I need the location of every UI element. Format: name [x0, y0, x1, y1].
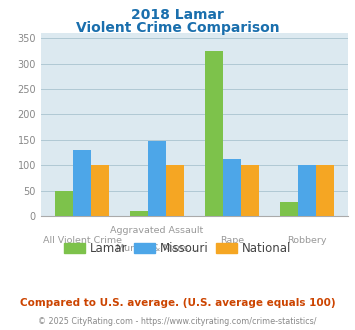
Bar [280, 202, 298, 216]
Text: Aggravated Assault: Aggravated Assault [110, 226, 203, 235]
Text: Murder & Mans...: Murder & Mans... [116, 244, 197, 253]
Text: Robbery: Robbery [287, 236, 327, 245]
Text: 2018 Lamar: 2018 Lamar [131, 8, 224, 22]
Text: Rape: Rape [220, 236, 244, 245]
Bar [73, 150, 91, 216]
Text: All Violent Crime: All Violent Crime [43, 236, 121, 245]
Bar [148, 141, 166, 216]
Bar [91, 165, 109, 216]
Bar [166, 165, 184, 216]
Bar [55, 191, 73, 216]
Text: Violent Crime Comparison: Violent Crime Comparison [76, 21, 279, 35]
Bar [223, 159, 241, 216]
Bar [205, 51, 223, 216]
Legend: Lamar, Missouri, National: Lamar, Missouri, National [59, 237, 296, 260]
Bar [298, 165, 316, 216]
Bar [316, 165, 334, 216]
Text: © 2025 CityRating.com - https://www.cityrating.com/crime-statistics/: © 2025 CityRating.com - https://www.city… [38, 317, 317, 326]
Bar [130, 211, 148, 216]
Bar [241, 165, 259, 216]
Text: Compared to U.S. average. (U.S. average equals 100): Compared to U.S. average. (U.S. average … [20, 298, 335, 308]
